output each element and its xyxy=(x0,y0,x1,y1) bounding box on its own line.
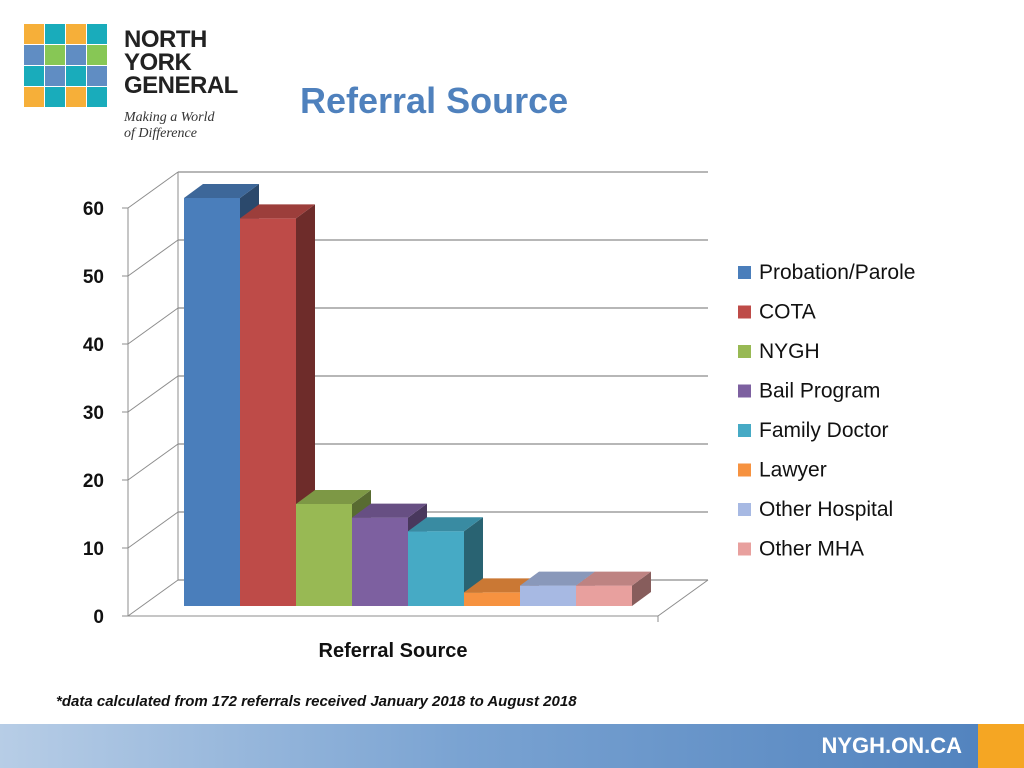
bar-front xyxy=(576,585,632,606)
logo-tile xyxy=(24,45,44,65)
bar-front xyxy=(240,218,296,606)
bar-top xyxy=(520,571,595,586)
bar-top xyxy=(296,490,371,504)
bar-top xyxy=(352,503,427,518)
legend-swatch xyxy=(738,384,751,398)
y-tick-label: 40 xyxy=(83,335,104,356)
logo-tile xyxy=(45,87,65,107)
legend-item: Lawyer xyxy=(738,459,827,482)
legend-label: Other MHA xyxy=(759,538,864,561)
nygh-logo-mark-icon xyxy=(24,24,107,107)
logo-tile xyxy=(66,24,86,44)
logo-tile xyxy=(45,45,65,65)
logo-tagline-line-1: Making a World xyxy=(124,110,215,125)
logo-tile xyxy=(45,66,65,86)
referral-source-chart: 0 10 20 30 40 50 60 Referral Source Probation/P… xyxy=(83,171,915,662)
floor-edge xyxy=(657,579,709,617)
footer-accent xyxy=(978,724,1024,768)
bar-front xyxy=(464,592,520,606)
gridline-side xyxy=(127,375,179,413)
logo-tagline-line-2: of Difference xyxy=(124,126,197,141)
bar-front xyxy=(184,198,240,606)
gridline-side xyxy=(127,239,179,277)
logo-wordmark: NORTH YORK GENERAL xyxy=(124,26,238,99)
footer-bar: NYGH.ON.CA xyxy=(0,724,1024,768)
data-footnote: *data calculated from 172 referrals rece… xyxy=(56,693,577,710)
legend-label: Other Hospital xyxy=(759,498,893,521)
legend-swatch xyxy=(738,305,751,319)
x-axis-label: Referral Source xyxy=(319,640,468,662)
logo-tile xyxy=(87,45,107,65)
gridline-side xyxy=(127,171,179,209)
legend-item: Other Hospital xyxy=(738,498,893,521)
legend-item: Other MHA xyxy=(738,538,864,561)
legend-swatch xyxy=(738,463,751,477)
chart-axes: 0 10 20 30 40 50 60 Referral Source xyxy=(83,199,659,662)
bar-top xyxy=(576,571,651,586)
legend-item: Family Doctor xyxy=(738,419,889,442)
y-tick-label: 50 xyxy=(83,267,104,288)
legend-swatch xyxy=(738,345,751,358)
bar-top xyxy=(184,184,259,198)
logo-tile xyxy=(66,45,86,65)
bar-side xyxy=(632,571,651,606)
gridline-side xyxy=(127,443,179,481)
legend-label: Probation/Parole xyxy=(759,261,915,284)
bar-other-mha xyxy=(576,571,651,606)
logo-name-line-2: YORK xyxy=(124,49,192,76)
slide-title: Referral Source xyxy=(300,80,569,121)
bar-front xyxy=(296,504,352,606)
logo-tile xyxy=(66,66,86,86)
y-tick-label: 60 xyxy=(83,199,104,220)
legend-swatch xyxy=(738,424,751,437)
footer-website-link[interactable]: NYGH.ON.CA xyxy=(821,733,962,758)
y-tick-label: 10 xyxy=(83,539,104,560)
legend-swatch xyxy=(738,542,751,556)
bar-top xyxy=(240,204,315,219)
legend-item: Bail Program xyxy=(738,380,880,403)
bar-top xyxy=(408,517,483,532)
chart-legend: Probation/Parole COTA NYGH Bail Program Fami… xyxy=(738,261,915,561)
legend-label: COTA xyxy=(759,301,816,324)
gridline-side xyxy=(127,579,179,617)
y-tick-label: 30 xyxy=(83,403,104,424)
gridline-side xyxy=(127,511,179,549)
logo-name-line-1: NORTH xyxy=(124,26,207,53)
logo-tile xyxy=(66,87,86,107)
logo-tile xyxy=(24,66,44,86)
bar-front xyxy=(520,585,576,606)
logo-tile xyxy=(24,24,44,44)
legend-item: COTA xyxy=(738,301,816,324)
logo-tagline: Making a World of Difference xyxy=(124,110,214,142)
bar-front xyxy=(352,517,408,606)
y-tick-label: 0 xyxy=(93,607,104,628)
bar-front xyxy=(408,531,464,606)
chart-bars xyxy=(184,184,651,606)
logo-tile xyxy=(45,24,65,44)
legend-item: NYGH xyxy=(738,340,820,363)
bar-family-doctor xyxy=(408,517,483,606)
legend-swatch xyxy=(738,266,751,279)
legend-label: Bail Program xyxy=(759,380,880,403)
legend-label: Lawyer xyxy=(759,459,827,482)
legend-label: NYGH xyxy=(759,340,820,363)
legend-swatch xyxy=(738,503,751,516)
gridline-side xyxy=(127,307,179,345)
legend-label: Family Doctor xyxy=(759,419,889,442)
logo-tile xyxy=(87,66,107,86)
logo-name-line-3: GENERAL xyxy=(124,72,238,99)
legend-item: Probation/Parole xyxy=(738,261,915,284)
nygh-logo: NORTH YORK GENERAL Making a World of Dif… xyxy=(24,24,254,154)
logo-tile xyxy=(87,87,107,107)
logo-tile xyxy=(24,87,44,107)
y-tick-label: 20 xyxy=(83,471,104,492)
logo-tile xyxy=(87,24,107,44)
